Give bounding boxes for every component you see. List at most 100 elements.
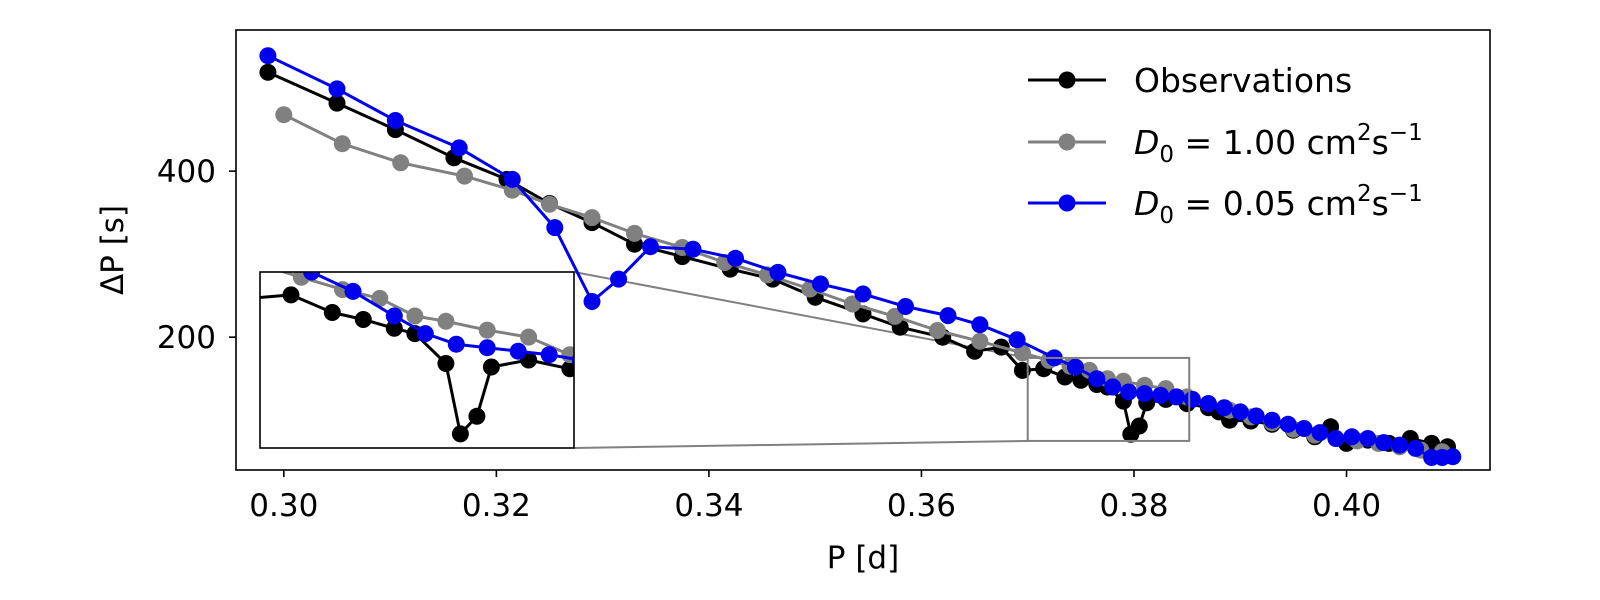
data-point — [1375, 434, 1393, 452]
data-point — [939, 307, 957, 325]
x-tick-label: 0.34 — [674, 488, 743, 524]
data-point — [769, 263, 787, 281]
data-point — [344, 282, 362, 300]
data-point — [1444, 448, 1462, 466]
data-point — [4, 198, 21, 215]
y-tick-label: 400 — [157, 154, 216, 190]
data-point — [323, 304, 341, 321]
data-point — [928, 322, 946, 339]
legend-label: Observations — [1134, 61, 1352, 100]
x-tick-label: 0.40 — [1312, 488, 1381, 524]
data-point — [1311, 424, 1329, 442]
data-point — [328, 94, 346, 112]
data-point — [275, 106, 293, 124]
legend-marker — [1058, 71, 1076, 89]
data-point — [1391, 436, 1409, 454]
data-point — [1199, 395, 1217, 413]
data-point — [1263, 411, 1281, 429]
data-point — [385, 319, 403, 337]
data-point — [303, 272, 321, 281]
series-layer — [259, 47, 1462, 466]
data-point — [14, 154, 31, 171]
legend-label: D0 = 0.05 cm2s−1 — [1134, 181, 1423, 229]
data-point — [437, 355, 455, 372]
data-point — [1057, 475, 1074, 492]
data-point — [1013, 344, 1031, 362]
data-point — [1343, 428, 1361, 446]
data-point — [1013, 361, 1031, 379]
data-point — [971, 332, 989, 350]
x-tick-label: 0.38 — [1099, 488, 1168, 524]
inset-series — [0, 154, 1095, 492]
x-tick-label: 0.30 — [249, 488, 318, 524]
data-point — [610, 270, 628, 288]
legend-entry: D0 = 0.05 cm2s−1 — [1028, 181, 1423, 229]
data-point — [259, 47, 277, 65]
x-axis: 0.30 0.32 0.34 0.36 0.38 0.40 — [249, 470, 1381, 524]
data-point — [450, 139, 468, 157]
y-tick-label: 200 — [157, 320, 216, 356]
data-point — [583, 293, 601, 310]
data-point — [1279, 415, 1297, 433]
data-point — [416, 325, 434, 343]
data-point — [478, 339, 496, 357]
data-point — [684, 240, 702, 258]
data-point — [843, 295, 861, 313]
legend-entry: D0 = 1.00 cm2s−1 — [1028, 120, 1423, 168]
series-0 — [4, 198, 574, 443]
data-point — [971, 316, 989, 334]
data-point — [482, 358, 500, 376]
inset — [0, 154, 1191, 492]
data-point — [854, 285, 872, 303]
data-point — [333, 135, 351, 153]
data-point — [1359, 430, 1377, 447]
x-tick-label: 0.36 — [887, 488, 956, 524]
data-point — [392, 154, 410, 172]
data-point — [1067, 358, 1084, 376]
data-point — [1120, 383, 1138, 401]
legend: Observations D0 = 1.00 cm2s−1 D0 = 0.05 cm… — [1028, 61, 1423, 229]
data-point — [546, 219, 564, 237]
data-point — [1008, 331, 1026, 349]
data-point — [509, 342, 527, 360]
data-point — [437, 312, 455, 330]
data-point — [148, 249, 165, 266]
data-point — [478, 321, 496, 339]
data-point — [468, 407, 486, 425]
inset-frame — [259, 271, 575, 449]
data-point — [1104, 378, 1122, 396]
data-point — [583, 209, 601, 227]
data-point — [328, 80, 346, 98]
inset-connector — [573, 439, 1028, 449]
y-axis: 200 400 — [157, 154, 236, 356]
x-tick-label: 0.32 — [462, 488, 531, 524]
data-point — [520, 328, 538, 346]
y-axis-label: ΔP [s] — [95, 205, 131, 295]
data-point — [371, 289, 389, 307]
data-point — [406, 307, 424, 325]
series-2 — [259, 47, 1462, 466]
data-point — [1088, 370, 1106, 388]
data-point — [456, 167, 473, 185]
data-point — [76, 205, 93, 222]
data-point — [626, 224, 643, 242]
legend-marker — [1058, 194, 1076, 212]
data-point — [642, 238, 659, 256]
data-point — [1327, 430, 1345, 447]
data-point — [727, 249, 744, 267]
data-point — [386, 112, 404, 129]
x-axis-label: P [d] — [827, 540, 899, 576]
data-point — [447, 335, 465, 353]
data-point — [503, 170, 521, 188]
data-point — [0, 176, 10, 193]
data-point — [1078, 473, 1095, 490]
legend-label: D0 = 1.00 cm2s−1 — [1134, 120, 1423, 168]
zoom-region — [1026, 356, 1191, 442]
series-line — [308, 272, 574, 361]
data-point — [1183, 390, 1201, 408]
data-point — [1152, 386, 1170, 404]
data-point — [1231, 403, 1249, 421]
data-point — [897, 298, 914, 315]
inset-connector-lines — [573, 271, 1028, 449]
